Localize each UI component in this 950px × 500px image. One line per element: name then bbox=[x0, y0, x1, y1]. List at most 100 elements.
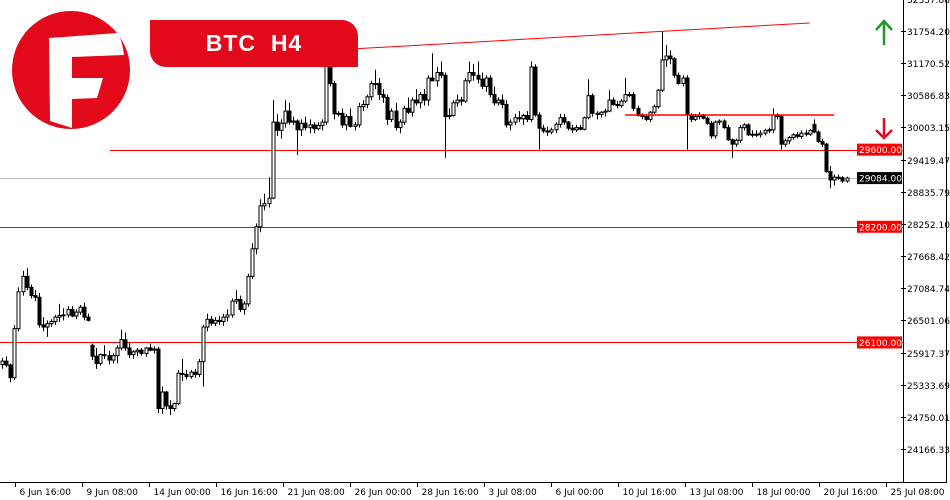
x-tick-label: 21 Jun 08:00 bbox=[288, 488, 345, 498]
bearish-candle-body bbox=[500, 99, 505, 105]
bearish-candle-body bbox=[156, 348, 161, 410]
bullish-candle-body bbox=[582, 117, 587, 130]
bullish-candle-body bbox=[115, 347, 120, 357]
bearish-candle-body bbox=[459, 99, 464, 102]
candle bbox=[767, 127, 772, 134]
bullish-candle-body bbox=[496, 99, 501, 104]
candle bbox=[566, 121, 571, 131]
candle bbox=[209, 316, 214, 326]
candle bbox=[414, 89, 419, 106]
candle bbox=[217, 316, 222, 325]
candle bbox=[267, 177, 272, 208]
bearish-candle-body bbox=[33, 295, 38, 298]
candle bbox=[57, 303, 62, 323]
bullish-candle-body bbox=[262, 203, 267, 207]
bearish-candle-body bbox=[570, 127, 575, 131]
bearish-candle-body bbox=[377, 83, 382, 96]
candle bbox=[189, 369, 194, 379]
candle bbox=[631, 91, 636, 112]
bullish-candle-body bbox=[529, 66, 534, 120]
candle bbox=[808, 128, 813, 136]
bullish-candle-body bbox=[418, 94, 423, 104]
candle bbox=[656, 89, 661, 109]
candle bbox=[828, 166, 833, 189]
bearish-candle-body bbox=[332, 83, 337, 115]
bullish-candle-body bbox=[426, 77, 431, 101]
bullish-candle-body bbox=[521, 115, 526, 120]
y-tick-label: 31170.52 bbox=[907, 60, 950, 70]
candle bbox=[234, 290, 239, 304]
candle bbox=[348, 108, 353, 128]
bullish-candle-body bbox=[763, 129, 768, 134]
candle bbox=[33, 290, 38, 302]
candle bbox=[697, 112, 702, 120]
candle bbox=[676, 72, 681, 85]
bullish-candle-body bbox=[324, 63, 329, 123]
bullish-candle-body bbox=[267, 197, 272, 205]
candle bbox=[459, 96, 464, 106]
bullish-candle-body bbox=[131, 351, 136, 356]
bearish-candle-body bbox=[816, 131, 821, 142]
candle bbox=[82, 302, 87, 321]
candle bbox=[824, 143, 829, 173]
bullish-candle-body bbox=[447, 115, 452, 118]
candle bbox=[21, 270, 26, 296]
x-tick-label: 26 Jun 00:00 bbox=[355, 488, 412, 498]
bullish-candle-body bbox=[66, 308, 71, 316]
candle bbox=[603, 108, 608, 117]
y-tick-label: 27084.74 bbox=[907, 285, 950, 295]
bearish-candle-body bbox=[480, 78, 485, 87]
candle bbox=[426, 75, 431, 106]
candle bbox=[78, 304, 83, 315]
bearish-candle-body bbox=[217, 319, 222, 323]
bullish-candle-body bbox=[0, 360, 5, 365]
candle bbox=[492, 86, 497, 106]
candle bbox=[582, 116, 587, 131]
bullish-candle-body bbox=[336, 112, 341, 115]
candle bbox=[8, 363, 13, 383]
candle bbox=[672, 57, 677, 79]
y-tick-label: 25917.37 bbox=[907, 350, 950, 360]
bullish-candle-body bbox=[357, 106, 362, 126]
bullish-candle-body bbox=[201, 326, 206, 363]
candle bbox=[332, 80, 337, 120]
candle bbox=[258, 199, 263, 233]
bearish-candle-body bbox=[812, 123, 817, 133]
candle bbox=[430, 53, 435, 82]
bearish-candle-body bbox=[705, 117, 710, 124]
candle bbox=[783, 138, 788, 147]
bearish-candle-body bbox=[779, 116, 784, 145]
level-price-tag bbox=[857, 336, 902, 349]
bullish-candle-body bbox=[738, 127, 743, 141]
candle bbox=[820, 138, 825, 147]
bullish-candle-body bbox=[225, 314, 230, 318]
bullish-candle-body bbox=[467, 72, 472, 82]
candle bbox=[779, 115, 784, 150]
bullish-candle-body bbox=[681, 77, 686, 85]
bullish-candle-body bbox=[320, 121, 325, 126]
bullish-candle-body bbox=[513, 117, 518, 123]
candle bbox=[283, 100, 288, 128]
candle bbox=[435, 67, 440, 87]
bearish-candle-body bbox=[820, 140, 825, 145]
bullish-candle-body bbox=[49, 321, 54, 325]
bearish-candle-body bbox=[29, 286, 34, 297]
candle bbox=[554, 122, 559, 134]
candle bbox=[611, 97, 616, 106]
level-price-tag bbox=[857, 220, 902, 233]
bearish-candle-body bbox=[578, 127, 583, 130]
bearish-candle-body bbox=[70, 308, 75, 317]
candle bbox=[320, 119, 325, 131]
bullish-candle-body bbox=[845, 177, 850, 182]
bullish-candle-body bbox=[435, 72, 440, 82]
candle bbox=[488, 75, 493, 98]
candle bbox=[111, 353, 116, 364]
candle bbox=[148, 343, 153, 352]
current-price-tag bbox=[857, 172, 902, 185]
candle bbox=[648, 111, 653, 123]
candle bbox=[812, 119, 817, 134]
candle bbox=[443, 72, 448, 158]
bullish-candle-body bbox=[660, 59, 665, 91]
candle bbox=[607, 90, 612, 113]
